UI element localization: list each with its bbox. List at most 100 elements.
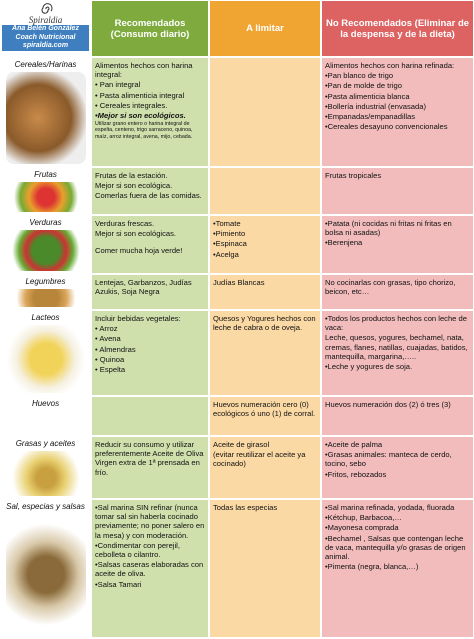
cell-line: •Aceite de palma [325,440,383,449]
cell-line: Mejor si son ecológica. [95,181,173,191]
cell-line: •Salsa Tamari [95,579,142,589]
food-photo [5,289,86,307]
cell-line: •Empanadas/empanadillas [325,112,416,122]
cell-line: Aceite de girasol [213,440,270,449]
cell-not-recommended: Huevos numeración dos (2) ó tres (3) [321,396,474,436]
column-header: A limitar [209,0,321,57]
cell-line: •Pan de molde de trigo [325,81,402,91]
cell-line: •Todos los productos hechos con leche de… [325,314,467,333]
brand: Spiraldia Ana Belén González Coach Nutri… [0,0,91,57]
spiral-icon [41,3,52,14]
cell-line: Lentejas, Garbanzos, Judías Azukis, Soja… [95,278,192,297]
cell-line: •Pan blanco de trigo [325,71,394,81]
cell-limit: Judías Blancas [209,274,321,310]
cell-line: •Mejor si son ecológicos. [95,111,186,121]
cell-recommended: Lentejas, Garbanzos, Judías Azukis, Soja… [91,274,209,310]
category: Verduras [29,218,62,227]
cell-line: •Bechamel , Salsas que contengan leche d… [325,533,466,562]
category: Grasas y aceites [15,439,76,448]
cell-line: •Leche y yogures de soja. [325,362,413,372]
cell-not-recommended: Frutas tropicales [321,167,474,215]
cell-line: •Sal marina SIN refinar (nunca tomar sal… [95,503,205,540]
cell-line: •Fritos, rebozados [325,469,387,479]
food-photo [5,451,86,496]
cell-line: •Patata (ni cocidas ni fritas ni fritas … [325,219,452,238]
cell-limit: Aceite de girasol (evitar reutilizar el a… [209,436,321,499]
food-photo [5,230,86,271]
row-label: Frutas [0,167,91,215]
cell-line: • Pasta alimenticia integral [95,90,185,100]
column-header: No Recomendados (Eliminar de la despensa… [321,0,474,57]
cell-line: •Pimenta (negra, blanca,…) [325,562,419,572]
cell-line: •Pasta alimenticia blanca [325,91,410,101]
cell-line: Quesos y Yogures hechos con leche de cab… [213,314,316,333]
cell-line: • Cereales integrales. [95,100,168,110]
food-photo [5,325,86,393]
column-header: Recomendados (Consumo diario) [91,0,209,57]
cell-line: Incluir bebidas vegetales: [95,314,181,323]
logo: Spiraldia [28,15,63,25]
site: spiraldia.com [2,42,89,51]
cell-line: •Grasas animales: manteca de cerdo, toci… [325,450,452,469]
cell-line: Todas las especias [213,503,278,512]
cell-line: •Cereales desayuno convencionales [325,122,448,132]
cell-not-recommended: •Patata (ni cocidas ni fritas ni fritas … [321,215,474,274]
cell-line: (evitar reutilizar el aceite ya cocinado… [213,450,306,469]
cell-line: •Salsas caseras elaboradas con aceite de… [95,560,204,579]
cell-line: • Avena [95,334,121,344]
cell-line: Alimentos hechos con harina integral: [95,61,193,80]
cell-line: •Bollería industrial (envasada) [325,101,427,111]
cell-not-recommended: Alimentos hechos con harina refinada: •Pa… [321,57,474,167]
cell-line: Comerlas fuera de las comidas. [95,191,202,201]
cell-line: • Quinoa [95,354,125,364]
cell-limit [209,167,321,215]
cell-limit [209,57,321,167]
cell-line: Utilizar grano entero o harina integral … [95,121,193,140]
cell-recommended: Incluir bebidas vegetales: • Arroz • Avena… [91,310,209,396]
cell-recommended: Alimentos hechos con harina integral: • P… [91,57,209,167]
cell-line: • Arroz [95,324,118,334]
row-label: Cereales/Harinas [0,57,91,167]
cell-line: • Pan integral [95,80,141,90]
row-label: Huevos [0,396,91,436]
row-label: Sal, especias y salsas [0,499,91,638]
cell-recommended: Verduras frescas. Mejor si son ecológicas… [91,215,209,274]
cell-line: •Pimiento [213,229,246,239]
cell-not-recommended: •Sal marina refinada, yodada, fluorada •K… [321,499,474,638]
cell-line: Leche, quesos, yogures, bechamel, nata, … [325,333,468,361]
cell-line: •Condimentar con perejil, cebolleta o ci… [95,540,180,560]
cell-line: •Sal marina refinada, yodada, fluorada [325,503,455,512]
cell-line: •Espinaca [213,239,247,249]
cell-line: No cocinarlas con grasas, tipo chorizo, … [325,278,456,297]
cell-limit: Quesos y Yogures hechos con leche de cab… [209,310,321,396]
cell-line: •Acelga [213,249,239,259]
food-photo [5,72,86,164]
category: Legumbres [25,277,66,286]
cell-recommended: Frutas de la estación. Mejor si son ecoló… [91,167,209,215]
cell-not-recommended: •Todos los productos hechos con leche de… [321,310,474,396]
cell-recommended: Reducir su consumo y utilizar preferente… [91,436,209,499]
category: Cereales/Harinas [14,60,77,69]
cell-line: • Espelta [95,365,126,375]
row-label: Lacteos [0,310,91,396]
cell-limit: •Tomate •Pimiento •Espinaca •Acelga [209,215,321,274]
role: Coach Nutricional [2,33,89,43]
cell-line: Judías Blancas [213,278,265,287]
cell-line: •Tomate [213,219,241,228]
category: Lacteos [31,313,60,322]
food-photo [5,182,86,212]
cell-recommended: •Sal marina SIN refinar (nunca tomar sal… [91,499,209,638]
cell-line: •Kétchup, Barbacoa,… [325,513,402,523]
cell-line: •Mayonesa comprada [325,523,399,533]
category: Huevos [31,399,60,408]
cell-line: Mejor si son ecológicas. [95,229,177,239]
food-photo [5,514,86,635]
cell-line: Frutas de la estación. [95,171,168,180]
cell-line: •Berenjena [325,238,363,248]
cell-not-recommended: No cocinarlas con grasas, tipo chorizo, … [321,274,474,310]
category: Sal, especias y salsas [6,502,85,511]
row-label: Legumbres [0,274,91,310]
author: Ana Belén González [2,25,89,34]
